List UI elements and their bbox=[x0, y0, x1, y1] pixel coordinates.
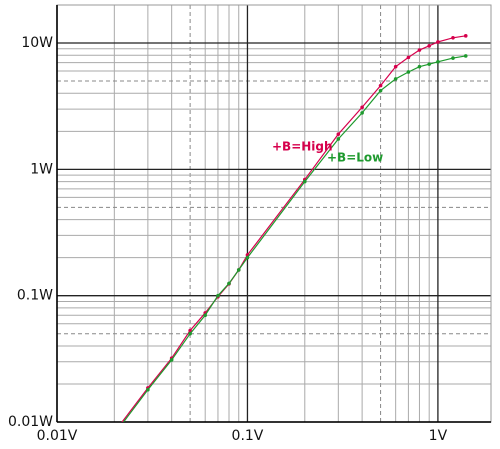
data-point bbox=[393, 77, 398, 81]
data-point bbox=[427, 44, 431, 48]
x-tick-label: 0.1V bbox=[232, 428, 264, 444]
data-point bbox=[463, 54, 468, 58]
data-point bbox=[203, 313, 208, 318]
data-point bbox=[393, 64, 398, 69]
data-point bbox=[417, 48, 422, 52]
data-point bbox=[378, 83, 383, 88]
series-line bbox=[122, 55, 466, 422]
data-point bbox=[463, 34, 468, 38]
x-tick-label: 0.01V bbox=[37, 428, 78, 444]
data-point bbox=[188, 331, 192, 336]
data-point bbox=[406, 55, 411, 60]
data-point bbox=[336, 132, 341, 136]
data-point bbox=[245, 255, 250, 260]
data-point bbox=[169, 358, 174, 362]
plot-frame bbox=[56, 4, 492, 423]
data-point bbox=[302, 179, 307, 184]
y-tick-label: 0.1W bbox=[17, 288, 53, 304]
y-tick-label: 10W bbox=[21, 35, 53, 51]
data-point bbox=[113, 432, 117, 436]
data-point bbox=[113, 430, 117, 434]
data-point bbox=[146, 387, 150, 392]
data-point bbox=[360, 105, 364, 110]
data-point bbox=[451, 56, 455, 60]
x-tick-label: 1V bbox=[429, 428, 448, 444]
data-point bbox=[227, 281, 231, 286]
data-point bbox=[236, 268, 241, 272]
series-label: +B=Low bbox=[327, 151, 383, 165]
data-point bbox=[216, 293, 220, 298]
series-label: +B=High bbox=[272, 140, 333, 154]
data-point bbox=[417, 64, 422, 69]
data-point bbox=[360, 111, 364, 115]
data-point bbox=[451, 35, 455, 40]
data-point bbox=[436, 60, 440, 64]
plot-area bbox=[113, 34, 468, 436]
data-point bbox=[188, 328, 192, 333]
y-tick-label: 0.01W bbox=[8, 414, 53, 430]
y-tick-label: 1W bbox=[30, 161, 53, 177]
data-point bbox=[406, 70, 411, 74]
labels: +B=High +B=Low 0.01V 0.1V 1V 0.01W 0.1W 1W 10W bbox=[8, 35, 448, 444]
data-point bbox=[436, 40, 440, 44]
series-line bbox=[121, 35, 466, 422]
data-point bbox=[427, 62, 431, 66]
data-point bbox=[378, 88, 383, 93]
grid bbox=[56, 4, 492, 423]
data-point bbox=[336, 137, 341, 141]
